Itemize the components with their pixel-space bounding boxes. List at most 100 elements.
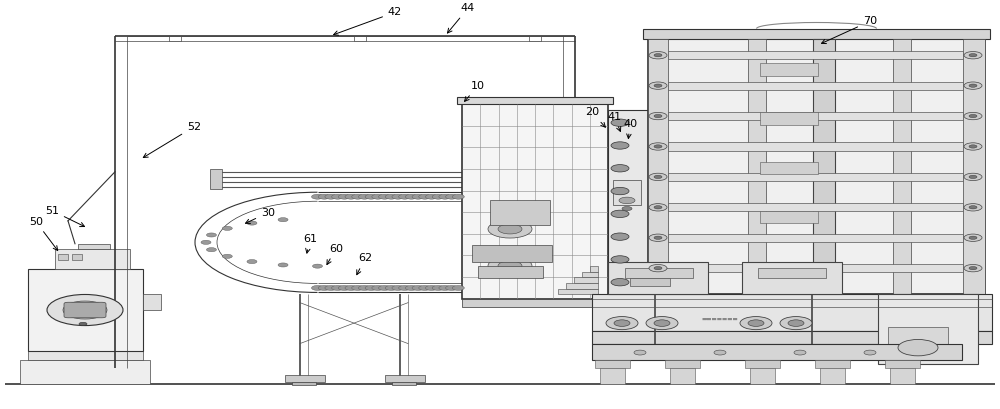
Circle shape [379, 194, 391, 199]
Circle shape [964, 173, 982, 181]
Circle shape [312, 264, 322, 268]
Circle shape [325, 194, 337, 199]
Circle shape [419, 194, 431, 199]
Circle shape [964, 82, 982, 89]
Bar [613, 180, 641, 204]
Circle shape [405, 194, 417, 199]
Text: 44: 44 [447, 3, 475, 33]
Circle shape [419, 285, 431, 290]
Circle shape [439, 194, 451, 199]
Text: 42: 42 [334, 7, 402, 35]
Circle shape [379, 285, 391, 290]
Bar [760, 112, 818, 125]
Bar [574, 277, 598, 283]
Circle shape [352, 285, 364, 290]
Circle shape [964, 112, 982, 120]
Circle shape [969, 206, 977, 209]
Circle shape [964, 265, 982, 272]
Bar [600, 368, 625, 384]
Circle shape [338, 285, 350, 290]
Circle shape [611, 142, 629, 149]
Circle shape [780, 317, 812, 330]
Circle shape [964, 234, 982, 241]
Circle shape [649, 204, 667, 211]
Circle shape [358, 194, 370, 199]
Bar [668, 51, 963, 59]
Circle shape [611, 256, 629, 263]
Circle shape [611, 164, 629, 172]
Circle shape [405, 285, 417, 290]
Circle shape [654, 206, 662, 209]
Bar [20, 360, 150, 384]
Bar [566, 283, 598, 289]
Bar [742, 262, 842, 294]
Bar [668, 142, 963, 151]
Circle shape [864, 350, 876, 355]
Circle shape [206, 247, 216, 252]
Text: 62: 62 [357, 254, 372, 275]
Circle shape [425, 285, 437, 290]
Bar [457, 97, 613, 104]
Circle shape [654, 145, 662, 148]
Circle shape [969, 84, 977, 87]
Text: ▬▬▬▬▬▬▬: ▬▬▬▬▬▬▬ [702, 317, 738, 321]
Bar [890, 368, 915, 384]
Bar [668, 203, 963, 211]
Circle shape [318, 194, 330, 199]
Bar [963, 39, 985, 294]
Circle shape [964, 143, 982, 150]
Circle shape [714, 350, 726, 355]
Bar [668, 173, 963, 181]
Text: 52: 52 [143, 122, 201, 157]
Circle shape [452, 194, 464, 199]
Circle shape [345, 285, 357, 290]
Circle shape [446, 285, 458, 290]
Circle shape [325, 285, 337, 290]
Text: 20: 20 [585, 108, 605, 127]
Bar [760, 63, 818, 76]
Circle shape [206, 233, 216, 237]
Bar [758, 268, 826, 278]
Circle shape [247, 260, 257, 264]
Bar [630, 278, 670, 286]
Circle shape [425, 194, 437, 199]
Circle shape [412, 285, 424, 290]
Bar [285, 375, 325, 382]
Bar [760, 211, 818, 223]
Circle shape [969, 236, 977, 239]
Bar [78, 244, 110, 249]
Bar [750, 368, 775, 384]
Bar [813, 39, 835, 294]
Circle shape [365, 194, 377, 199]
Circle shape [634, 350, 646, 355]
Bar [462, 104, 608, 299]
Circle shape [338, 194, 350, 199]
Circle shape [399, 194, 411, 199]
Circle shape [654, 236, 662, 239]
Bar [478, 266, 543, 278]
Bar [592, 294, 992, 331]
Circle shape [649, 234, 667, 241]
Bar [354, 36, 366, 41]
Circle shape [312, 194, 324, 199]
Circle shape [788, 320, 804, 326]
Circle shape [654, 54, 662, 57]
Circle shape [345, 194, 357, 199]
Circle shape [222, 254, 232, 258]
Bar [582, 272, 598, 277]
Circle shape [619, 197, 635, 204]
Circle shape [611, 279, 629, 286]
Circle shape [649, 143, 667, 150]
Bar [590, 266, 598, 272]
Circle shape [372, 194, 384, 199]
Circle shape [606, 317, 638, 330]
Bar [748, 39, 766, 294]
Circle shape [385, 285, 397, 290]
Circle shape [614, 320, 630, 326]
Circle shape [964, 204, 982, 211]
Text: 61: 61 [303, 234, 317, 253]
Bar [143, 294, 161, 310]
Circle shape [488, 257, 532, 275]
Bar [648, 39, 985, 294]
Bar [878, 294, 978, 364]
